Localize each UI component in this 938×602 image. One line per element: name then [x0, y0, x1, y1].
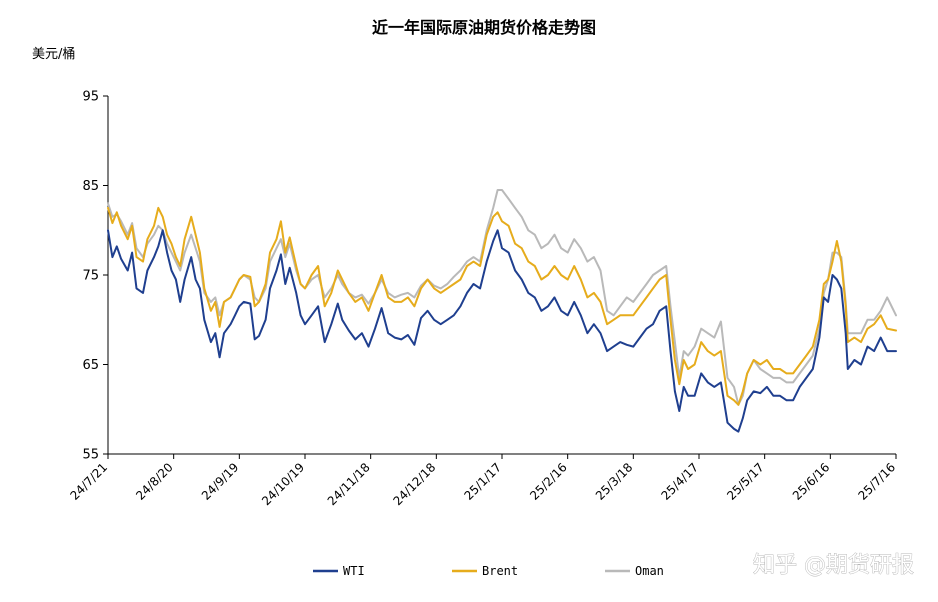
- legend-label-brent: Brent: [482, 564, 518, 578]
- series-line-wti: [107, 229, 897, 433]
- x-tick-label: 24/8/20: [133, 460, 176, 503]
- y-tick-label: 95: [82, 90, 99, 105]
- y-tick-label: 55: [82, 448, 99, 463]
- x-tick-label: 25/2/16: [527, 460, 570, 503]
- x-tick-label: 25/4/17: [659, 460, 702, 503]
- x-tick-label: 25/3/18: [593, 460, 636, 503]
- x-tick-label: 25/6/16: [790, 460, 833, 503]
- x-tick-label: 25/1/17: [462, 460, 505, 503]
- series-lines: [107, 189, 897, 433]
- x-tick-label: 25/5/17: [724, 460, 767, 503]
- y-tick-label: 65: [82, 358, 99, 373]
- series-line-oman: [107, 189, 897, 406]
- legend-item-oman: Oman: [605, 564, 664, 578]
- x-tick-label: 24/11/18: [325, 460, 373, 508]
- y-axis-unit: 美元/桶: [32, 47, 75, 62]
- chart-title: 近一年国际原油期货价格走势图: [372, 18, 596, 37]
- x-tick-label: 24/9/19: [199, 460, 242, 503]
- legend-item-wti: WTI: [313, 564, 365, 578]
- x-ticks: 24/7/21 24/8/20 24/9/19 24/10/19 24/11/18 24/…: [68, 454, 899, 508]
- legend-label-wti: WTI: [343, 564, 365, 578]
- y-ticks: 55 65 75 85 95: [82, 90, 108, 463]
- y-tick-label: 85: [82, 179, 99, 194]
- x-tick-label: 24/7/21: [68, 460, 111, 503]
- legend-item-brent: Brent: [452, 564, 518, 578]
- x-tick-label: 24/12/18: [390, 460, 438, 508]
- y-tick-label: 75: [82, 269, 99, 284]
- x-tick-label: 25/7/16: [856, 460, 899, 503]
- legend-label-oman: Oman: [635, 564, 664, 578]
- series-line-brent: [107, 206, 897, 406]
- x-tick-label: 24/10/19: [259, 460, 307, 508]
- chart-axes: [107, 96, 896, 455]
- legend: WTI Brent Oman: [313, 564, 664, 578]
- watermark-text: 知乎 @期货研报: [753, 553, 914, 578]
